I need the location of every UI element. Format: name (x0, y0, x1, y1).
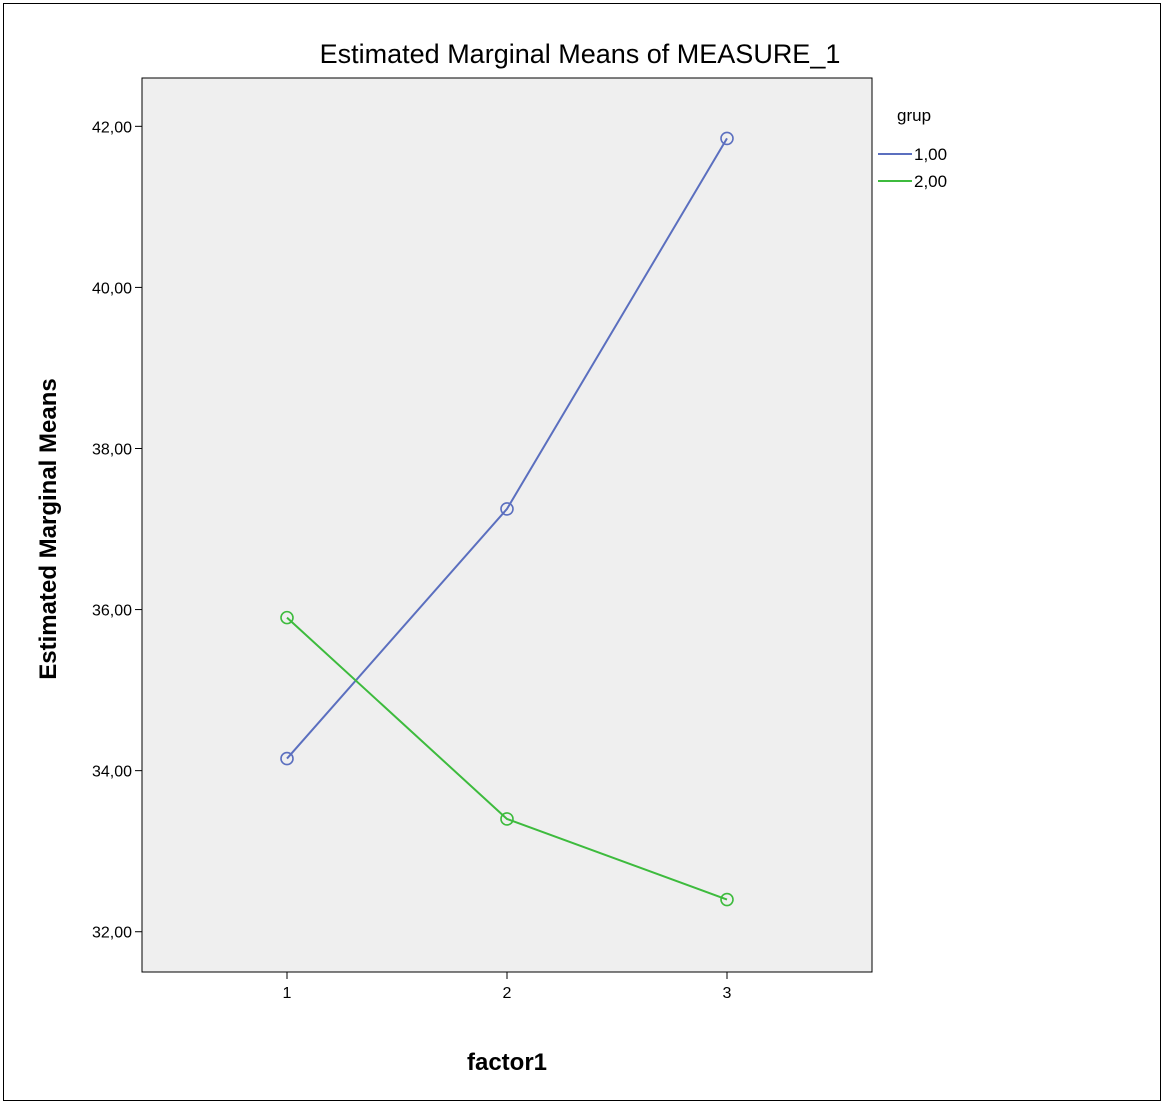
series-layer (280, 131, 734, 907)
series-2-point (720, 892, 734, 907)
y-axis-label: Estimated Marginal Means (35, 378, 62, 679)
series-line-2 (286, 616, 728, 901)
chart-title: Estimated Marginal Means of MEASURE_1 (320, 39, 841, 69)
x-tick-label: 2 (503, 985, 512, 1002)
y-tick-label: 34,00 (92, 764, 132, 781)
series-line-1 (286, 137, 728, 760)
plot-area (141, 77, 873, 973)
legend-label-1: 1,00 (914, 145, 947, 164)
x-tick-label: 3 (723, 985, 732, 1002)
y-axis: 32,00 34,00 36,00 38,00 40,00 42,00 (92, 119, 142, 942)
x-tick-label: 1 (283, 985, 292, 1002)
x-axis: 1 2 3 (283, 972, 732, 1002)
series-1-point (720, 131, 734, 146)
legend: grup 1,00 2,00 (878, 106, 947, 191)
legend-label-2: 2,00 (914, 172, 947, 191)
series-1-point (280, 751, 294, 766)
series-2-point (280, 610, 294, 625)
series-1-point (500, 502, 514, 516)
y-tick-label: 36,00 (92, 603, 132, 620)
y-tick-label: 32,00 (92, 925, 132, 942)
y-tick-label: 38,00 (92, 441, 132, 458)
y-tick-label: 40,00 (92, 280, 132, 297)
y-tick-label: 42,00 (92, 119, 132, 136)
series-2-point (500, 812, 514, 826)
legend-title: grup (897, 106, 931, 125)
x-axis-label: factor1 (467, 1049, 547, 1076)
